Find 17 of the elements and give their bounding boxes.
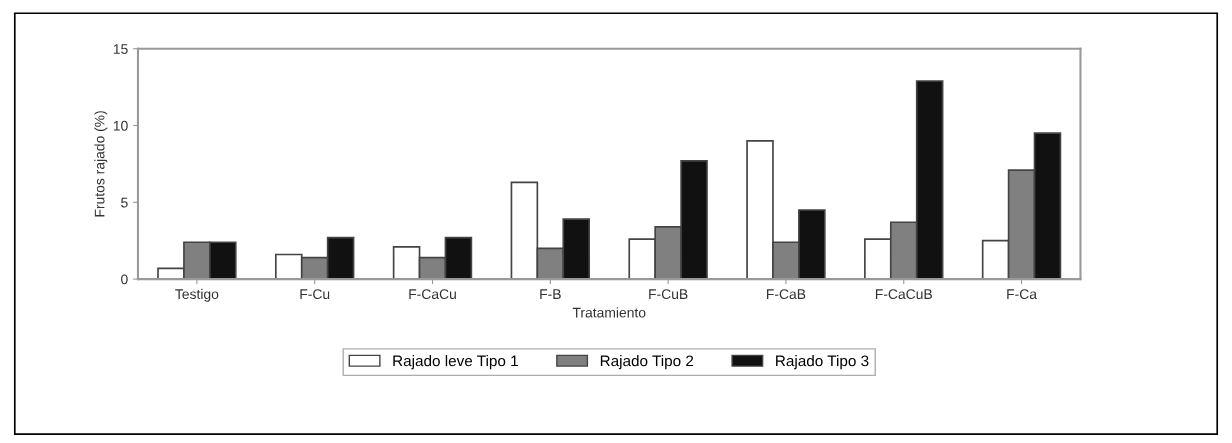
x-axis-title: Tratamiento bbox=[572, 307, 646, 318]
x-tick-label: F-Cu bbox=[300, 289, 330, 300]
y-tick-label: 0 bbox=[121, 274, 128, 285]
x-tick-label: Testigo bbox=[175, 288, 219, 302]
y-axis-title: Frutos rajado (%) bbox=[94, 111, 108, 217]
x-tick-label: F-CuB bbox=[649, 289, 688, 300]
legend-label: Rajado Tipo 3 bbox=[776, 355, 869, 370]
x-tick-label: F-CaCuB bbox=[875, 289, 932, 300]
x-tick-label: F-B bbox=[540, 289, 561, 299]
x-tick-label: F-CaB bbox=[767, 289, 806, 300]
x-tick-label: F-CaCu bbox=[409, 289, 456, 300]
y-tick-label: 10 bbox=[113, 120, 128, 131]
legend-label: Rajado leve Tipo 1 bbox=[393, 355, 518, 370]
y-tick-label: 5 bbox=[121, 197, 128, 208]
x-tick-label: F-Ca bbox=[1007, 289, 1037, 300]
legend-label: Rajado Tipo 2 bbox=[600, 355, 694, 370]
y-tick-label: 15 bbox=[113, 44, 128, 54]
